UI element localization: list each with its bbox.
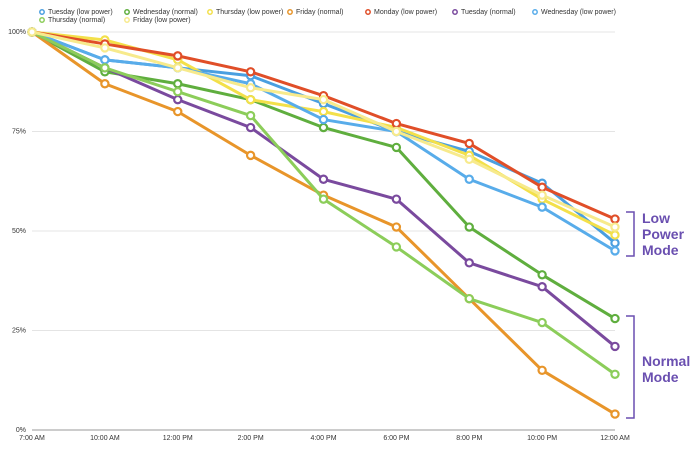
marker <box>173 63 183 73</box>
marker <box>245 150 256 161</box>
legend-label: Monday (low power) <box>374 9 437 16</box>
marker <box>537 202 547 212</box>
marker <box>391 242 402 252</box>
legend-marker <box>124 17 130 23</box>
normal-bracket <box>626 315 635 419</box>
low-power-bracket <box>626 211 635 257</box>
marker <box>391 194 402 204</box>
marker <box>318 122 329 133</box>
marker <box>537 190 547 200</box>
legend-marker <box>532 9 538 15</box>
marker <box>318 194 329 204</box>
x-tick-label: 7:00 AM <box>19 435 45 442</box>
marker <box>464 154 474 165</box>
marker <box>173 94 183 105</box>
series <box>27 27 620 232</box>
marker <box>391 126 402 137</box>
marker <box>391 118 402 129</box>
marker <box>610 369 620 379</box>
y-tick-label: 75% <box>12 128 26 135</box>
marker <box>318 106 329 117</box>
legend-label: Tuesday (low power) <box>48 9 113 16</box>
legend-label: Wednesday (low power) <box>541 9 616 16</box>
y-tick-label: 100% <box>8 29 26 36</box>
line <box>31 30 616 245</box>
marker <box>464 258 474 268</box>
y-tick-label: 25% <box>12 327 26 334</box>
marker <box>610 230 620 240</box>
marker <box>173 86 183 97</box>
marker <box>100 43 110 53</box>
legend-marker <box>207 9 213 15</box>
legend-label: Tuesday (normal) <box>461 9 516 16</box>
legend-marker <box>452 9 458 15</box>
marker <box>464 293 474 304</box>
line <box>31 30 616 416</box>
legend-label: Thursday (normal) <box>48 17 105 24</box>
marker <box>100 55 110 65</box>
x-tick-label: 8:00 PM <box>456 435 482 442</box>
marker <box>245 122 256 133</box>
marker <box>318 174 329 184</box>
marker <box>610 214 620 224</box>
marker <box>537 182 547 192</box>
x-tick-label: 4:00 PM <box>310 435 336 442</box>
marker <box>318 114 329 125</box>
marker <box>610 409 620 419</box>
marker <box>464 174 474 184</box>
marker <box>100 79 110 89</box>
marker <box>100 63 110 73</box>
marker <box>537 365 547 375</box>
legend-marker <box>287 9 293 15</box>
legend-marker <box>39 17 45 23</box>
x-tick-label: 2:00 PM <box>238 435 264 442</box>
marker <box>610 341 620 352</box>
series <box>27 27 620 256</box>
legend-label: Friday (low power) <box>133 17 191 24</box>
legend-label: Thursday (low power) <box>216 9 283 16</box>
marker <box>391 142 402 153</box>
legend-label: Friday (normal) <box>296 9 343 16</box>
x-tick-label: 10:00 AM <box>90 435 120 442</box>
marker <box>245 67 256 77</box>
brackets <box>626 211 635 419</box>
marker <box>173 79 183 89</box>
marker <box>245 94 256 105</box>
marker <box>537 282 547 292</box>
line <box>31 30 616 253</box>
marker <box>318 94 329 105</box>
x-tick-label: 6:00 PM <box>383 435 409 442</box>
marker <box>610 222 620 232</box>
marker <box>610 246 620 256</box>
legend-marker <box>39 9 45 15</box>
marker <box>537 270 547 280</box>
marker <box>27 27 37 37</box>
x-tick-label: 10:00 PM <box>527 435 557 442</box>
annotation: Normal Mode <box>642 353 691 385</box>
marker <box>245 83 256 93</box>
marker <box>173 106 183 117</box>
annotation: Low Power Mode <box>642 210 685 258</box>
marker <box>610 238 620 248</box>
marker <box>464 138 474 149</box>
y-tick-label: 0% <box>16 427 26 434</box>
marker <box>610 313 620 324</box>
marker <box>391 222 402 232</box>
x-tick-label: 12:00 PM <box>163 435 193 442</box>
marker <box>173 51 183 61</box>
x-tick-label: 12:00 AM <box>600 435 630 442</box>
series <box>27 27 620 419</box>
legend-label: Wednesday (normal) <box>133 9 198 16</box>
legend-marker <box>124 9 130 15</box>
y-tick-label: 50% <box>12 228 26 235</box>
marker <box>245 110 256 121</box>
marker <box>537 317 547 328</box>
legend-marker <box>365 9 371 15</box>
marker <box>464 222 474 232</box>
